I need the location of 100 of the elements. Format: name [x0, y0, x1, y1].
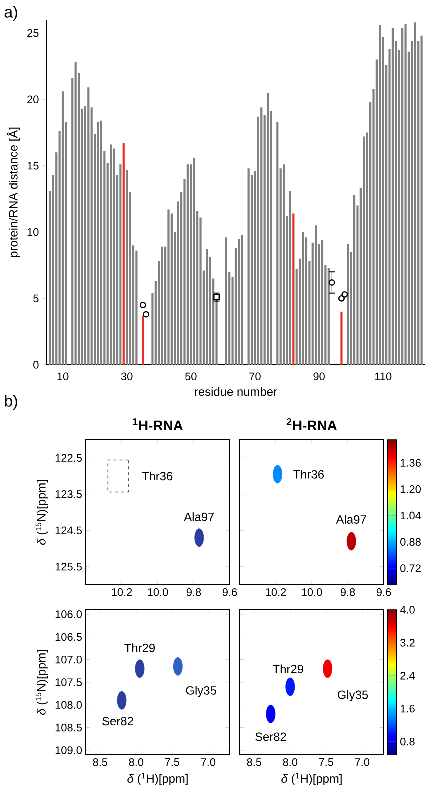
- series-label: Ala97: [184, 512, 214, 522]
- x-tick-label: 30: [121, 372, 133, 381]
- bar: [161, 246, 164, 365]
- y-tick-label: 25: [28, 29, 39, 38]
- x-tick-label: 90: [314, 372, 325, 381]
- chart-title: $^{2}$H-RNA: [286, 418, 338, 431]
- color-bar-label: 1.6: [400, 704, 415, 713]
- x-tick-label: 10.2: [112, 588, 132, 596]
- bar: [292, 214, 295, 365]
- bar: [414, 22, 416, 365]
- bar: [283, 164, 286, 365]
- bar: [404, 24, 407, 365]
- bar: [379, 25, 382, 365]
- chart-title: $^{1}$H-RNA: [133, 418, 184, 431]
- bar: [315, 226, 318, 365]
- text: b): [5, 395, 18, 410]
- x-tick-label: 10.0: [302, 588, 322, 596]
- y-tick-label: 107.5: [56, 678, 82, 686]
- bar: [225, 238, 228, 365]
- y-tick-label: 108.5: [56, 724, 82, 732]
- y-tick-label: 10: [28, 228, 39, 236]
- bar: [122, 143, 125, 365]
- color-bar-label: 0.88: [400, 538, 421, 546]
- point: [140, 302, 146, 308]
- y-tick-label: 5: [34, 294, 39, 302]
- y-axis-title: protein/RNA distance [Å]: [7, 128, 20, 258]
- bar: [168, 210, 170, 365]
- x-tick-label: 10.2: [266, 588, 286, 596]
- bar: [353, 195, 356, 365]
- bar: [248, 168, 250, 365]
- bar: [392, 28, 394, 365]
- x-tick-label: 9.8: [186, 588, 202, 596]
- x-tick-label: 9.6: [222, 588, 238, 596]
- bar: [120, 164, 122, 365]
- bar: [328, 268, 330, 365]
- bar: [113, 148, 116, 365]
- series-label: Ser82: [102, 717, 134, 726]
- bar: [186, 164, 189, 365]
- bar: [289, 191, 292, 365]
- bar: [206, 250, 208, 365]
- bar: [88, 88, 90, 365]
- y-axis-title: δ ($^{15}$N)[ppm]: [36, 650, 48, 716]
- series-label: Ser82: [256, 732, 286, 742]
- y-tick-label: 108.0: [56, 701, 82, 710]
- x-axis-title: δ ($^{1}$H)[ppm]: [128, 773, 188, 786]
- legend-label: Thr36: [294, 470, 324, 479]
- x-tick-label: 110: [375, 372, 392, 381]
- bar: [238, 238, 240, 365]
- y-tick-label: 20: [28, 96, 39, 104]
- x-tick-label: 7.5: [165, 758, 180, 766]
- bar: [402, 28, 404, 365]
- y-tick-label: 124.5: [56, 526, 82, 535]
- color-bar-label: 3.2: [400, 639, 415, 647]
- series-label: Thr36: [142, 472, 173, 481]
- y-tick-label: 122.5: [56, 454, 82, 462]
- point: [328, 280, 336, 286]
- bar: [74, 62, 77, 365]
- x-tick-label: 7.0: [355, 758, 370, 766]
- series-label: Ala97: [336, 515, 366, 524]
- x-tick-label: 9.8: [340, 588, 356, 596]
- color-bar-label: 0.72: [400, 564, 421, 572]
- x-tick-label: 70: [250, 372, 261, 381]
- series-label: Thr29: [273, 664, 304, 674]
- y-axis-title: δ ($^{15}$N)[ppm]: [36, 480, 48, 546]
- series-label: Gly35: [186, 686, 216, 698]
- bar: [170, 214, 173, 365]
- bar: [340, 312, 343, 365]
- bar: [142, 316, 144, 365]
- x-tick-label: 7.5: [319, 758, 334, 766]
- bar: [193, 158, 196, 365]
- color-bar-label: 1.20: [400, 486, 422, 494]
- x-axis-title: δ ($^{1}$H)[ppm]: [282, 773, 342, 786]
- y-tick-label: 106.0: [56, 610, 82, 618]
- text: a): [4, 6, 18, 22]
- x-tick-label: 9.6: [376, 588, 392, 596]
- bar: [100, 120, 103, 365]
- x-tick-label: 8.5: [247, 758, 262, 766]
- y-tick-label: 123.5: [56, 490, 82, 498]
- bar: [97, 122, 100, 365]
- x-tick-label: 8.0: [283, 758, 298, 766]
- series-label: Thr29: [124, 644, 156, 652]
- bar: [363, 136, 366, 365]
- y-tick-label: 15: [28, 162, 39, 170]
- color-bar-label: 4.0: [400, 606, 415, 614]
- x-tick-label: 7.0: [201, 758, 216, 766]
- bar: [266, 92, 270, 365]
- y-tick-label: 125.5: [56, 563, 82, 571]
- x-axis-title: residue number: [195, 387, 278, 396]
- bar: [110, 144, 112, 365]
- color-bar-label: 1.36: [400, 459, 421, 467]
- series-label: Gly35: [338, 690, 368, 702]
- point: [342, 291, 348, 298]
- x-tick-label: 8.0: [129, 758, 144, 766]
- x-tick-label: 50: [185, 372, 197, 381]
- bar: [276, 122, 279, 365]
- bar: [260, 108, 263, 365]
- x-tick-label: 10.0: [148, 588, 168, 596]
- y-tick-label: 107.0: [56, 656, 82, 664]
- bar: [420, 36, 423, 365]
- bar: [241, 234, 244, 365]
